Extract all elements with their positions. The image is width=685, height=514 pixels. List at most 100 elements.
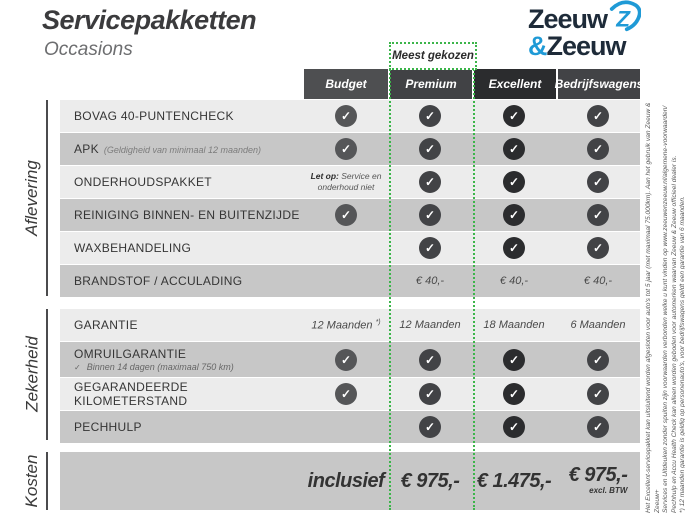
table-row: REINIGING BINNEN- EN BUITENZIJDE ✓ ✓ ✓ ✓ <box>60 199 640 231</box>
zeeuw-zeeuw-logo: Zeeuw Z &Zeeuw <box>527 0 642 61</box>
kosten-group-line <box>46 452 48 510</box>
check-icon: ✓ <box>419 416 441 438</box>
check-icon: ✓ <box>587 383 609 405</box>
row-label: REINIGING BINNEN- EN BUITENZIJDE <box>74 208 300 222</box>
cell-included: ✓ <box>388 237 472 259</box>
check-icon: ✓ <box>587 416 609 438</box>
cell-included: ✓ <box>472 416 556 438</box>
row-label: WAXBEHANDELING <box>74 241 192 255</box>
table-row: WAXBEHANDELING ✓ ✓ ✓ <box>60 232 640 264</box>
kosten-value: € 1.475,- <box>476 469 552 492</box>
cell-value: 6 Maanden <box>570 319 626 331</box>
check-icon: ✓ <box>503 204 525 226</box>
disclaimer-line: *) 12 maanden garantie is geldig op pers… <box>679 196 685 513</box>
logo-word-2: Zeeuw <box>546 31 626 61</box>
cell-included: ✓ <box>304 105 388 127</box>
zekerheid-rows: GARANTIE 12 Maanden *) 12 Maanden 18 Maande… <box>60 309 640 443</box>
check-icon: ✓ <box>587 138 609 160</box>
cell-included: ✓ <box>388 383 472 405</box>
check-icon: ✓ <box>419 171 441 193</box>
aflevering-rows: BOVAG 40-PUNTENCHECK ✓ ✓ ✓ ✓ APK (Geldigheid v… <box>60 100 640 297</box>
check-icon: ✓ <box>419 237 441 259</box>
cell-included: ✓ <box>472 237 556 259</box>
disclaimer-line: Services en Uitdeuken zonder spuiten zij… <box>662 105 670 513</box>
page-subtitle: Occasions <box>44 39 133 60</box>
cell-included: ✓ <box>388 138 472 160</box>
cell-note: Let op: Service en onderhoud niet <box>310 171 382 192</box>
cell-included: ✓ <box>556 383 640 405</box>
check-icon: ✓ <box>335 204 357 226</box>
row-label: GARANTIE <box>74 318 138 332</box>
check-icon: ✓ <box>419 105 441 127</box>
table-row: PECHHULP ✓ ✓ ✓ <box>60 411 640 443</box>
row-label: PECHHULP <box>74 420 142 434</box>
row-label: GEGARANDEERDE KILOMETERSTAND <box>74 380 188 408</box>
disclaimer-line: Het Excellent-servicepakket kan uitsluit… <box>645 102 661 513</box>
cell-included: ✓ <box>304 348 388 371</box>
cell-included: ✓ <box>472 204 556 226</box>
check-icon: ✓ <box>335 383 357 405</box>
cell-value: 18 Maanden <box>483 319 545 331</box>
check-icon: ✓ <box>335 105 357 127</box>
premium-highlight-left-line <box>389 66 391 510</box>
column-header-bedrijfswagens: Bedrijfswagens <box>555 69 643 99</box>
table-row: OMRUILGARANTIE ✓ Binnen 14 dagen (maximaal… <box>60 342 640 377</box>
cell-value: € 40,- <box>415 275 445 287</box>
check-icon: ✓ <box>503 383 525 405</box>
cell-included: ✓ <box>388 348 472 371</box>
cell-included: ✓ <box>472 348 556 371</box>
cell-included: ✓ <box>556 416 640 438</box>
kosten-value: € 975,- excl. BTW <box>568 463 628 495</box>
cell-included: ✓ <box>556 204 640 226</box>
check-icon: ✓ <box>335 348 357 371</box>
legal-disclaimer: Het Excellent-servicepakket kan uitsluit… <box>645 93 685 513</box>
svg-text:Z: Z <box>615 6 631 31</box>
table-row: ONDERHOUDSPAKKET Let op: Service en onder… <box>60 166 640 198</box>
check-icon: ✓ <box>503 237 525 259</box>
check-icon: ✓ <box>587 237 609 259</box>
cell-value: € 40,- <box>583 275 613 287</box>
cell-included: ✓ <box>556 348 640 371</box>
cell-value: € 40,- <box>499 275 529 287</box>
row-sublabel: (Geldigheid van minimaal 12 maanden) <box>103 145 262 155</box>
cell-included: ✓ <box>472 383 556 405</box>
group-label-zekerheid: Zekerheid <box>22 336 41 412</box>
cell-included: ✓ <box>472 138 556 160</box>
table-row: BOVAG 40-PUNTENCHECK ✓ ✓ ✓ ✓ <box>60 100 640 132</box>
logo-word-1: Zeeuw <box>527 4 608 34</box>
cell-included: ✓ <box>472 105 556 127</box>
check-icon: ✓ <box>587 348 609 371</box>
kosten-value: € 975,- <box>400 469 460 492</box>
group-label-aflevering: Aflevering <box>22 160 41 236</box>
page-title: Servicepakketten <box>42 5 257 35</box>
cell-included: ✓ <box>388 171 472 193</box>
premium-highlight-right-line <box>473 66 475 510</box>
check-icon: ✓ <box>419 348 441 371</box>
cell-included: ✓ <box>472 171 556 193</box>
table-row: GEGARANDEERDE KILOMETERSTAND ✓ ✓ ✓ ✓ <box>60 378 640 410</box>
check-icon: ✓ <box>419 138 441 160</box>
column-header-budget: Budget <box>304 69 388 99</box>
cell-included: ✓ <box>556 138 640 160</box>
row-label: BOVAG 40-PUNTENCHECK <box>74 109 234 123</box>
check-icon: ✓ <box>419 204 441 226</box>
cell-included: ✓ <box>388 204 472 226</box>
cell-included: ✓ <box>304 383 388 405</box>
row-subcheck: ✓ Binnen 14 dagen (maximaal 750 km) <box>74 362 234 372</box>
most-chosen-badge: Meest gekozen <box>389 42 477 70</box>
group-label-kosten: Kosten <box>22 454 41 508</box>
cell-included: ✓ <box>388 105 472 127</box>
column-header-row: Budget Premium Excellent Bedrijfswagens <box>304 69 643 99</box>
column-header-excellent: Excellent <box>472 69 556 99</box>
table-row: APK (Geldigheid van minimaal 12 maanden) ✓… <box>60 133 640 165</box>
check-icon: ✓ <box>335 138 357 160</box>
kosten-value-note: excl. BTW <box>589 485 628 495</box>
check-icon: ✓ <box>503 138 525 160</box>
kosten-value: inclusief <box>307 469 385 492</box>
row-label: OMRUILGARANTIE ✓ Binnen 14 dagen (maximaal… <box>60 347 304 372</box>
cell-included: ✓ <box>556 171 640 193</box>
table-row: GARANTIE 12 Maanden *) 12 Maanden 18 Maande… <box>60 309 640 341</box>
cell-included: ✓ <box>304 138 388 160</box>
cell-value: 12 Maanden <box>399 319 461 331</box>
